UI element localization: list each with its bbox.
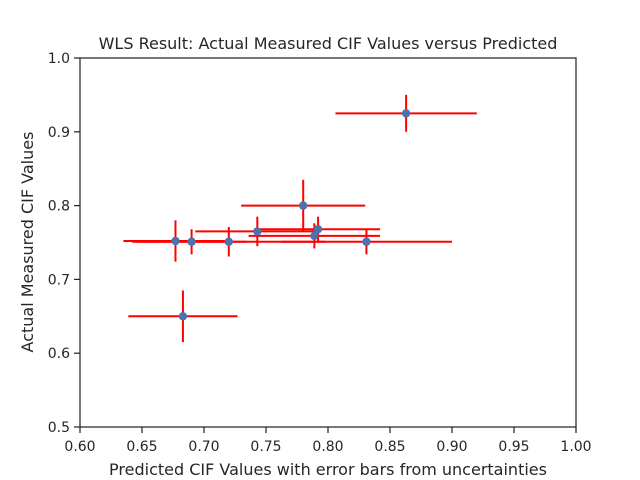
x-tick-label: 0.60 [64,439,95,455]
data-point [171,236,180,246]
y-tick-label: 0.7 [48,272,70,288]
y-tick-label: 0.9 [48,125,70,141]
y-tick-label: 0.5 [48,420,70,436]
y-tick-label: 0.8 [48,199,70,215]
data-point [310,231,319,241]
data-point [178,312,188,321]
x-tick-label: 0.80 [312,439,343,455]
x-tick-label: 0.75 [250,439,281,455]
y-tick-label: 0.6 [48,346,70,362]
chart-title: WLS Result: Actual Measured CIF Values v… [99,34,558,53]
data-point [401,109,411,118]
x-tick-label: 0.95 [498,439,529,455]
data-point [253,227,262,236]
data-point [313,225,323,234]
x-tick-label: 0.65 [126,439,157,455]
data-point [362,237,371,246]
x-tick-label: 1.00 [560,439,591,455]
data-point [187,237,196,246]
y-axis-label: Actual Measured CIF Values [18,132,37,353]
x-tick-label: 0.85 [374,439,405,455]
data-point [299,201,308,210]
x-tick-label: 0.90 [436,439,467,455]
plot-area: 0.60 0.65 0.70 0.75 0.80 0.85 0.90 0.95 1.00 0.5 0… [48,51,592,455]
data-point [224,237,233,246]
y-tick-label: 1.0 [48,51,70,67]
x-axis-label: Predicted CIF Values with error bars fro… [109,460,547,479]
x-tick-label: 0.70 [188,439,219,455]
